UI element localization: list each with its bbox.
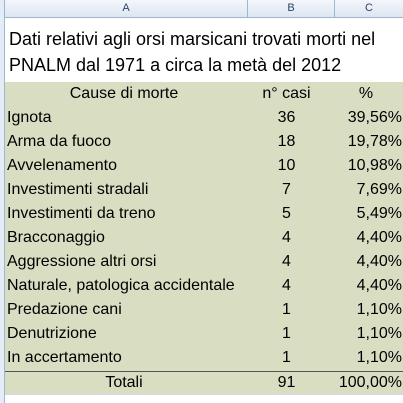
cause-cell[interactable]: Avvelenamento (7, 157, 117, 174)
table-row: Bracconaggio 4 4,40% (5, 226, 403, 250)
total-percent-cell[interactable]: 100,00% (338, 374, 402, 391)
table-row: Ignota 36 39,56% (5, 106, 403, 130)
percent-cell[interactable]: 5,49% (356, 205, 402, 222)
cause-cell[interactable]: Predazione cani (7, 301, 122, 318)
table-row: Denutrizione 1 1,10% (5, 322, 403, 346)
total-label-cell[interactable]: Totali (105, 374, 143, 391)
header-count-cell[interactable]: n° casi (262, 85, 311, 102)
table-header-row: Cause di morte n° casi % (5, 82, 403, 106)
percent-cell[interactable]: 19,78% (347, 133, 402, 150)
percent-cell[interactable]: 7,69% (356, 181, 402, 198)
title-line-2: PNALM dal 1971 a circa la metà del 2012 (9, 55, 342, 75)
table-row: Investimenti stradali 7 7,69% (5, 178, 403, 202)
percent-cell[interactable]: 4,40% (356, 253, 402, 270)
table-row: Arma da fuoco 18 19,78% (5, 130, 403, 154)
count-cell[interactable]: 4 (282, 277, 291, 294)
title-line-1: Dati relativi agli orsi marsicani trovat… (9, 29, 376, 49)
empty-row-below[interactable] (5, 394, 403, 403)
table-row: Naturale, patologica accidentale 4 4,40% (5, 274, 403, 298)
table-row: Investimenti da treno 5 5,49% (5, 202, 403, 226)
cause-cell[interactable]: Arma da fuoco (7, 133, 112, 150)
column-header-c[interactable]: C (335, 0, 403, 17)
data-table: Cause di morte n° casi % Ignota 36 39,56… (5, 82, 403, 394)
percent-cell[interactable]: 1,10% (356, 349, 402, 366)
table-row: In accertamento 1 1,10% (5, 346, 403, 370)
percent-cell[interactable]: 39,56% (347, 109, 402, 126)
column-header-bar: A B C (0, 0, 403, 18)
title-cell[interactable]: Dati relativi agli orsi marsicani trovat… (5, 18, 403, 82)
count-cell[interactable]: 7 (282, 181, 291, 198)
column-header-a[interactable]: A (5, 0, 248, 17)
percent-cell[interactable]: 4,40% (356, 277, 402, 294)
column-header-b[interactable]: B (248, 0, 335, 17)
percent-cell[interactable]: 1,10% (356, 325, 402, 342)
table-row: Predazione cani 1 1,10% (5, 298, 403, 322)
select-all-corner[interactable] (0, 0, 5, 17)
count-cell[interactable]: 1 (282, 349, 291, 366)
total-border-line (5, 371, 403, 372)
table-row: Aggressione altri orsi 4 4,40% (5, 250, 403, 274)
total-row: Totali 91 100,00% (5, 371, 403, 395)
cause-cell[interactable]: Naturale, patologica accidentale (7, 277, 235, 294)
cause-cell[interactable]: Ignota (7, 109, 52, 126)
cause-cell[interactable]: Bracconaggio (7, 229, 105, 246)
count-cell[interactable]: 4 (282, 229, 291, 246)
count-cell[interactable]: 18 (277, 133, 296, 150)
percent-cell[interactable]: 10,98% (347, 157, 402, 174)
count-cell[interactable]: 1 (282, 301, 291, 318)
count-cell[interactable]: 5 (282, 205, 291, 222)
count-cell[interactable]: 10 (277, 157, 296, 174)
count-cell[interactable]: 1 (282, 325, 291, 342)
count-cell[interactable]: 4 (282, 253, 291, 270)
header-cause-cell[interactable]: Cause di morte (69, 85, 179, 102)
cause-cell[interactable]: In accertamento (7, 349, 122, 366)
percent-cell[interactable]: 4,40% (356, 229, 402, 246)
count-cell[interactable]: 36 (277, 109, 296, 126)
total-count-cell[interactable]: 91 (277, 374, 296, 391)
row-header-strip[interactable] (0, 17, 5, 403)
cause-cell[interactable]: Aggressione altri orsi (7, 253, 157, 270)
cause-cell[interactable]: Denutrizione (7, 325, 97, 342)
percent-cell[interactable]: 1,10% (356, 301, 402, 318)
cause-cell[interactable]: Investimenti da treno (7, 205, 156, 222)
table-row: Avvelenamento 10 10,98% (5, 154, 403, 178)
header-percent-cell[interactable]: % (358, 85, 374, 102)
cause-cell[interactable]: Investimenti stradali (7, 181, 149, 198)
